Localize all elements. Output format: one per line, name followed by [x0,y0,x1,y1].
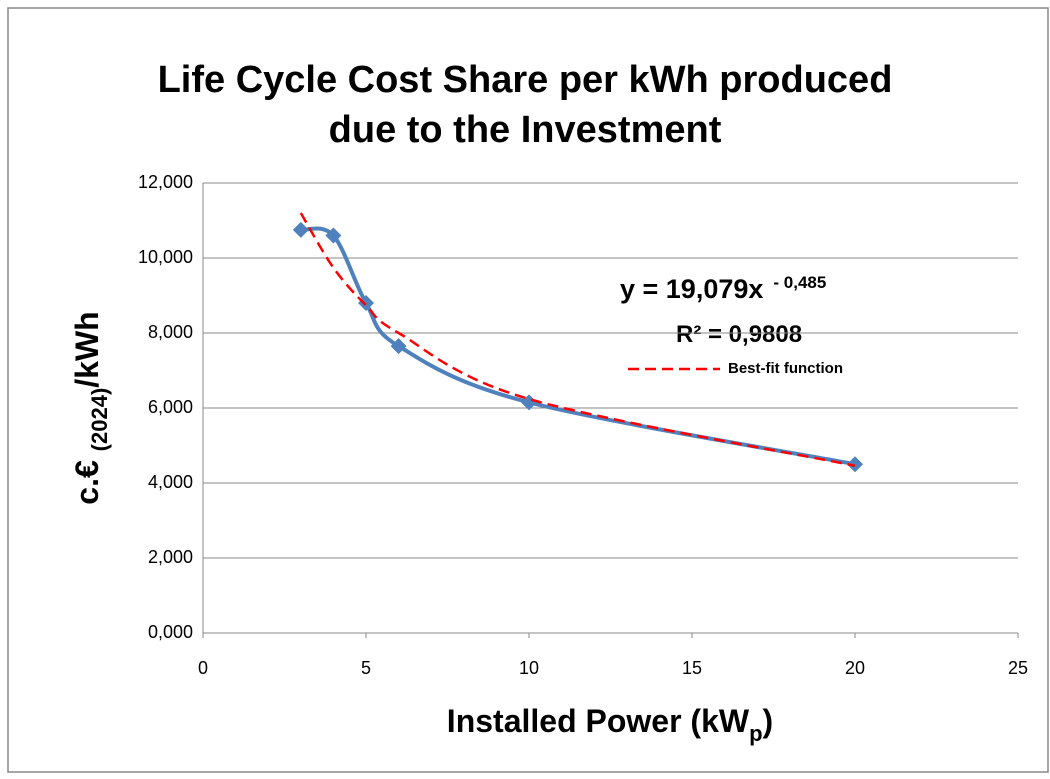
equation-main: y = 19,079x [620,274,763,304]
data-point [325,227,342,244]
y-tick-label: 8,000 [148,322,193,342]
chart-title: due to the Investment [329,109,722,151]
y-axis-label: c.€ (2024)/kWh [69,311,112,504]
data-point [358,295,374,311]
equation-exponent: - 0,485 [773,273,826,292]
y-axis-label-part: /kWh [69,311,105,387]
x-axis-label-part: ) [763,703,774,739]
x-tick-label: 25 [1008,658,1028,678]
y-tick-label: 10,000 [138,247,193,267]
trend-line [299,212,856,467]
data-point [847,456,863,473]
x-tick-label: 20 [845,658,865,678]
y-axis-label-sub: (2024) [87,388,112,452]
y-tick-label: 6,000 [148,397,193,417]
y-tick-label: 0,000 [148,622,193,642]
x-tick-label: 10 [519,658,539,678]
x-tick-label: 0 [198,658,208,678]
y-axis-label-part: c.€ [69,451,105,504]
legend-label: Best-fit function [728,360,843,377]
y-tick-label: 2,000 [148,547,193,567]
y-tick-label: 12,000 [138,172,193,192]
r-squared: R² = 0,9808 [676,321,802,348]
data-point [292,221,309,238]
y-tick-label: 4,000 [148,472,193,492]
chart-title: Life Cycle Cost Share per kWh produced [158,59,893,101]
data-point [390,338,407,355]
x-axis-label: Installed Power (kWp) [447,703,773,746]
x-tick-label: 5 [361,658,371,678]
x-tick-label: 15 [682,658,702,678]
x-axis-label-sub: p [749,721,762,746]
chart-border [7,7,1049,773]
x-axis-label-part: Installed Power (kW [447,703,750,739]
equation: y = 19,079x - 0,485 [620,273,826,304]
